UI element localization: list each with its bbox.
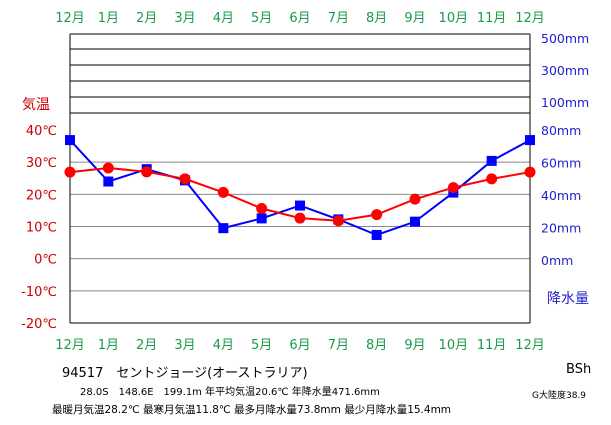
- temperature-point: [294, 212, 306, 224]
- month-label-top: 10月: [439, 11, 469, 26]
- temperature-point: [179, 173, 191, 185]
- month-label-bottom: 3月: [174, 338, 195, 353]
- continentality-index: G大陸度38.9: [532, 391, 587, 401]
- temperature-point: [332, 215, 344, 227]
- station-name: 94517 セントジョージ(オーストラリア): [62, 366, 308, 381]
- precipitation-point: [525, 135, 535, 146]
- month-label-bottom: 11月: [477, 338, 507, 353]
- month-label-bottom: 9月: [404, 338, 425, 353]
- month-label-bottom: 4月: [213, 338, 234, 353]
- temperature-point: [217, 186, 229, 198]
- month-label-bottom: 6月: [289, 338, 310, 353]
- precip-upper-tick-label: 500mm: [541, 31, 589, 46]
- precipitation-point: [295, 200, 305, 211]
- precip-axis-title: 降水量: [547, 291, 589, 307]
- temperature-point: [486, 173, 498, 185]
- month-label-top: 5月: [251, 11, 272, 26]
- month-label-top: 6月: [289, 11, 310, 26]
- temperature-point: [371, 209, 383, 221]
- temp-tick-label: 20℃: [26, 188, 57, 203]
- month-label-bottom: 12月: [515, 338, 545, 353]
- month-label-top: 2月: [136, 11, 157, 26]
- temp-tick-label: 10℃: [26, 221, 57, 236]
- precipitation-point: [103, 176, 114, 187]
- precip-tick-label: 80mm: [541, 123, 581, 138]
- month-label-top: 4月: [213, 11, 234, 26]
- climate-classification: BSh: [566, 362, 592, 377]
- month-label-top: 3月: [174, 11, 195, 26]
- temp-tick-label: -10℃: [21, 285, 57, 300]
- temperature-point: [141, 166, 153, 178]
- location-stats: 28.0S 148.6E 199.1m 年平均気温20.6℃ 年降水量471.6…: [80, 387, 380, 398]
- month-label-bottom: 1月: [98, 338, 119, 353]
- month-label-bottom: 10月: [439, 338, 469, 353]
- month-label-top: 8月: [366, 11, 387, 26]
- precip-tick-label: 60mm: [541, 156, 581, 171]
- temp-tick-label: 30℃: [26, 156, 57, 171]
- month-label-bottom: 7月: [328, 338, 349, 353]
- extreme-stats: 最暖月気温28.2℃ 最寒月気温11.8℃ 最多月降水量73.8mm 最少月降水…: [52, 404, 452, 416]
- precipitation-point: [65, 135, 75, 146]
- month-label-bottom: 12月: [55, 338, 85, 353]
- month-label-bottom: 5月: [251, 338, 272, 353]
- precip-upper-tick-label: 300mm: [541, 63, 589, 78]
- temperature-point: [256, 202, 268, 214]
- month-label-top: 9月: [404, 11, 425, 26]
- temperature-point: [102, 162, 114, 174]
- month-label-bottom: 8月: [366, 338, 387, 353]
- precip-tick-label: 0mm: [541, 253, 573, 268]
- month-label-top: 11月: [477, 11, 507, 26]
- precip-tick-label: 20mm: [541, 221, 581, 236]
- month-label-top: 12月: [55, 11, 85, 26]
- precipitation-point: [218, 223, 229, 234]
- temp-axis-title: 気温: [22, 97, 50, 113]
- precip-tick-label: 40mm: [541, 188, 581, 203]
- temp-tick-label: -20℃: [21, 317, 57, 332]
- precipitation-point: [371, 229, 382, 240]
- month-label-top: 12月: [515, 11, 545, 26]
- temperature-point: [409, 193, 421, 205]
- temp-tick-label: 0℃: [34, 253, 57, 268]
- temperature-point: [64, 166, 76, 178]
- temp-tick-label: 40℃: [26, 124, 57, 139]
- precip-upper-tick-label: 100mm: [541, 95, 589, 110]
- month-label-bottom: 2月: [136, 338, 157, 353]
- temperature-point: [524, 166, 536, 178]
- temperature-point: [447, 182, 459, 194]
- month-label-top: 1月: [98, 11, 119, 26]
- precipitation-point: [410, 216, 420, 227]
- precipitation-point: [256, 213, 267, 224]
- month-label-top: 7月: [328, 11, 349, 26]
- precipitation-point: [486, 155, 497, 166]
